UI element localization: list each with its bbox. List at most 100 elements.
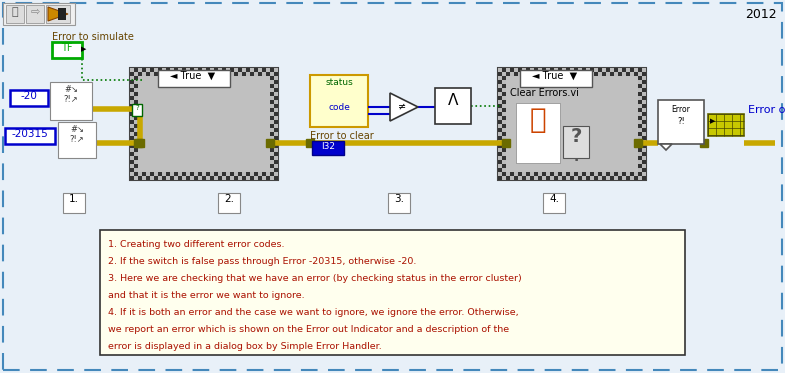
Bar: [638, 168, 642, 172]
Bar: [142, 176, 146, 180]
Bar: [270, 116, 274, 120]
Bar: [202, 176, 206, 180]
Bar: [586, 72, 590, 76]
Bar: [262, 72, 266, 76]
Bar: [554, 172, 558, 176]
Bar: [514, 68, 518, 72]
Bar: [178, 68, 182, 72]
Bar: [266, 72, 270, 76]
Bar: [510, 172, 514, 176]
Text: #↘
?!↗: #↘ ?!↗: [64, 85, 78, 104]
Bar: [502, 68, 506, 72]
Text: error is displayed in a dialog box by Simple Error Handler.: error is displayed in a dialog box by Si…: [108, 342, 382, 351]
Bar: [516, 103, 560, 163]
Bar: [502, 172, 506, 176]
Bar: [174, 172, 178, 176]
Bar: [502, 140, 506, 144]
Bar: [270, 168, 274, 172]
Bar: [642, 112, 646, 116]
Bar: [170, 72, 174, 76]
Bar: [136, 139, 144, 147]
Bar: [274, 68, 278, 72]
Bar: [498, 76, 502, 80]
Bar: [258, 68, 262, 72]
Bar: [130, 128, 134, 132]
Bar: [586, 172, 590, 176]
Bar: [498, 72, 502, 76]
Bar: [526, 68, 530, 72]
Bar: [563, 126, 589, 158]
Bar: [590, 172, 594, 176]
Bar: [134, 104, 138, 108]
Bar: [146, 172, 150, 176]
Bar: [234, 68, 238, 72]
Bar: [498, 120, 502, 124]
Bar: [312, 141, 344, 155]
Bar: [534, 172, 538, 176]
Bar: [562, 176, 566, 180]
Bar: [498, 96, 502, 100]
Bar: [642, 156, 646, 160]
Bar: [574, 176, 578, 180]
Bar: [134, 100, 138, 104]
Bar: [498, 100, 502, 104]
Bar: [570, 176, 574, 180]
Bar: [58, 122, 96, 158]
Bar: [582, 72, 586, 76]
Text: 2.: 2.: [224, 194, 234, 204]
Bar: [274, 92, 278, 96]
Bar: [634, 176, 638, 180]
Bar: [638, 140, 642, 144]
Bar: [638, 156, 642, 160]
Bar: [498, 124, 502, 128]
Bar: [226, 72, 230, 76]
Bar: [498, 136, 502, 140]
Bar: [158, 172, 162, 176]
Bar: [586, 176, 590, 180]
Bar: [226, 68, 230, 72]
Bar: [498, 92, 502, 96]
Bar: [6, 5, 24, 23]
Bar: [498, 104, 502, 108]
Bar: [270, 128, 274, 132]
Bar: [642, 100, 646, 104]
Bar: [174, 176, 178, 180]
Text: Λ: Λ: [447, 93, 458, 108]
Bar: [498, 68, 646, 180]
Bar: [270, 120, 274, 124]
Text: 🖌: 🖌: [530, 106, 546, 134]
Bar: [574, 172, 578, 176]
Text: and that it is the error we want to ignore.: and that it is the error we want to igno…: [108, 291, 305, 300]
Bar: [502, 80, 506, 84]
Bar: [130, 116, 134, 120]
Bar: [150, 172, 154, 176]
Bar: [498, 160, 502, 164]
Bar: [638, 136, 642, 140]
Bar: [100, 230, 685, 355]
Bar: [502, 136, 506, 140]
Bar: [222, 172, 226, 176]
Bar: [514, 72, 518, 76]
Bar: [274, 144, 278, 148]
Bar: [558, 68, 562, 72]
Bar: [134, 136, 138, 140]
Bar: [558, 72, 562, 76]
Bar: [198, 172, 202, 176]
Bar: [546, 176, 550, 180]
Bar: [594, 68, 598, 72]
Text: ✋: ✋: [12, 7, 18, 17]
Bar: [170, 68, 174, 72]
Text: 4.: 4.: [549, 194, 559, 204]
Bar: [642, 176, 646, 180]
Bar: [246, 72, 250, 76]
Bar: [194, 172, 198, 176]
Bar: [578, 72, 582, 76]
Bar: [518, 72, 522, 76]
Bar: [388, 193, 410, 213]
Bar: [642, 140, 646, 144]
Bar: [134, 176, 138, 180]
Bar: [606, 72, 610, 76]
Bar: [642, 132, 646, 136]
Text: ▶: ▶: [81, 46, 86, 52]
Bar: [502, 144, 506, 148]
